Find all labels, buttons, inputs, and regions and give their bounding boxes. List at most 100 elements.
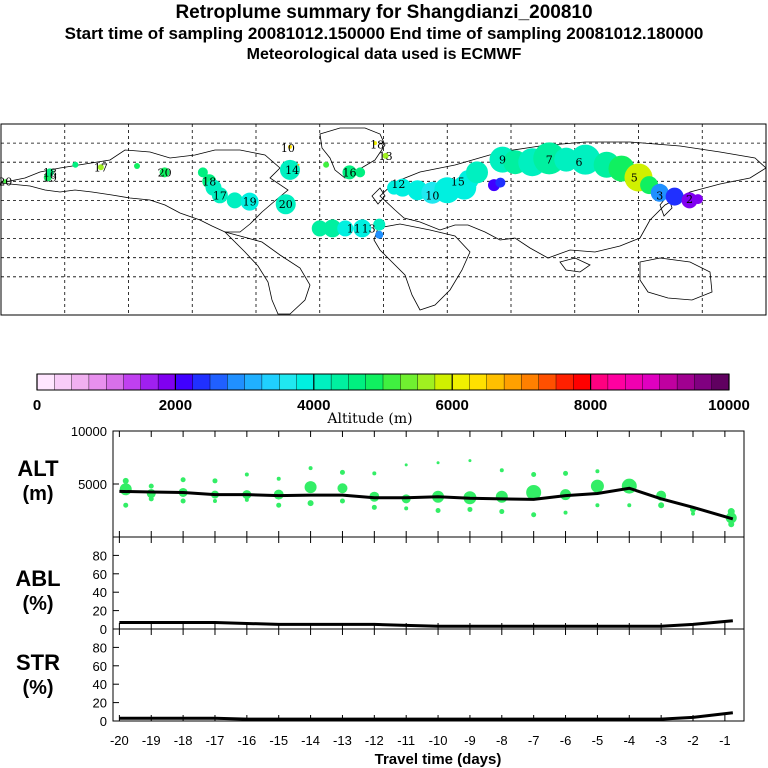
colorbar-cell (676, 373, 695, 391)
plume-label: 18 (43, 166, 57, 179)
colorbar-cell (209, 373, 228, 391)
alt-cluster-point (627, 503, 632, 508)
plume-label: 20 (0, 175, 12, 188)
colorbar-cell (521, 373, 540, 391)
plume-point (72, 161, 79, 168)
plume-point (373, 218, 386, 231)
plume-label: 19 (243, 196, 257, 209)
x-axis-ticks: -20 -19 -18 -17 -16 -15 -14 -13 -12 -11 -10 -9 -8 -7 -… (110, 431, 731, 748)
plume-point (337, 220, 354, 237)
str-y-tick-label: 0 (100, 714, 107, 729)
colorbar-cell (88, 373, 107, 391)
plume-label: 5 (631, 171, 638, 184)
plume-label: 10 (425, 189, 439, 202)
abl-y-tick-label: 60 (93, 567, 107, 582)
colorbar-label: Altitude (m) (326, 411, 412, 427)
plume-point (342, 165, 357, 180)
plume-point (373, 141, 377, 146)
colorbar-cell (503, 373, 522, 391)
plume-point (297, 163, 300, 166)
alt-cluster-point (148, 496, 154, 502)
colorbar-cell (694, 373, 713, 391)
colorbar-cell (573, 373, 592, 391)
alt-cluster-point (212, 498, 217, 503)
plume-label: 20 (158, 166, 172, 179)
x-tick-label: -10 (429, 733, 448, 748)
x-tick-label: -9 (464, 733, 476, 748)
plume-label: 13 (362, 222, 376, 235)
alt-cluster-point (727, 508, 735, 516)
plume-point (323, 219, 342, 238)
chart-title: Retroplume summary for Shangdianzi_20081… (175, 2, 593, 23)
alt-cluster-point (595, 469, 600, 474)
str-y-tick-label: 40 (93, 677, 107, 692)
alt-cluster-point (563, 510, 568, 515)
abl-axis-unit: (%) (22, 593, 53, 615)
alt-cluster-point (435, 508, 441, 513)
colorbar-cell (452, 373, 471, 391)
alt-cluster-point (691, 511, 696, 516)
abl-y-tick-label: 40 (93, 585, 107, 600)
colorbar-cell (382, 373, 401, 391)
plume-point (134, 163, 140, 170)
alt-y-tick-label: 10000 (71, 424, 107, 439)
plume-point (650, 183, 669, 202)
alt-cluster-point (212, 478, 218, 484)
plume-point (240, 192, 259, 211)
plume-point (665, 187, 684, 206)
colorbar-cell (54, 373, 73, 391)
str-y-tick-label: 20 (93, 696, 107, 711)
abl-y-tick-label: 80 (93, 548, 107, 563)
alt-cluster-point (244, 497, 249, 502)
x-tick-label: -20 (110, 733, 129, 748)
colorbar-cell (296, 373, 315, 391)
x-tick-label: -14 (301, 733, 320, 748)
plume-label: 16 (343, 166, 357, 179)
abl-y-tick-label: 0 (100, 622, 107, 637)
plume-points (3, 141, 703, 239)
plume-point (280, 159, 300, 180)
alt-cluster-point (339, 498, 345, 504)
plume-label: 2 (686, 193, 693, 206)
str-y-tick-label: 80 (93, 640, 107, 655)
plume-point (226, 192, 243, 209)
alt-cluster-point (339, 469, 345, 475)
colorbar-tick-label: 6000 (436, 397, 469, 414)
colorbar-cell (659, 373, 678, 391)
str-axis-unit: (%) (22, 677, 53, 699)
x-tick-label: -15 (269, 733, 288, 748)
colorbar-cell (123, 373, 142, 391)
sampling-times: Start time of sampling 20081012.150000 E… (64, 24, 704, 43)
colorbar-cell (261, 373, 280, 391)
plume-point (495, 177, 506, 188)
plume-point (681, 192, 698, 209)
x-tick-label: -4 (623, 733, 635, 748)
plume-label: 18 (202, 175, 216, 188)
colorbar-cell (330, 373, 349, 391)
plume-label: 7 (546, 154, 553, 167)
plume-point (97, 164, 104, 171)
plume-label: 11 (347, 222, 361, 235)
plume-point (159, 167, 170, 178)
colorbar-cell (348, 373, 367, 391)
plume-label: 13 (379, 150, 393, 163)
x-axis-label: Travel time (days) (375, 751, 502, 768)
alt-y-tick-label: 5000 (78, 477, 107, 492)
colorbar-cell (434, 373, 453, 391)
colorbar-cell (192, 373, 211, 391)
x-tick-label: -11 (397, 733, 415, 748)
alt-cluster-point (467, 506, 473, 512)
colorbar-cell (140, 373, 159, 391)
alt-cluster-point (276, 502, 282, 508)
colorbar-cell (469, 373, 488, 391)
plume-point (197, 167, 208, 178)
alt-cluster-point (148, 483, 154, 489)
abl-panel: ABL (%) 0 20 40 60 80 (15, 536, 745, 637)
plume-label: 15 (451, 175, 465, 188)
alt-cluster-point (563, 470, 569, 476)
plume-point (355, 167, 366, 178)
alt-axis-title: ALT (17, 456, 59, 481)
colorbar: 0 2000 4000 6000 8000 10000 Altitude (m) (33, 373, 750, 427)
